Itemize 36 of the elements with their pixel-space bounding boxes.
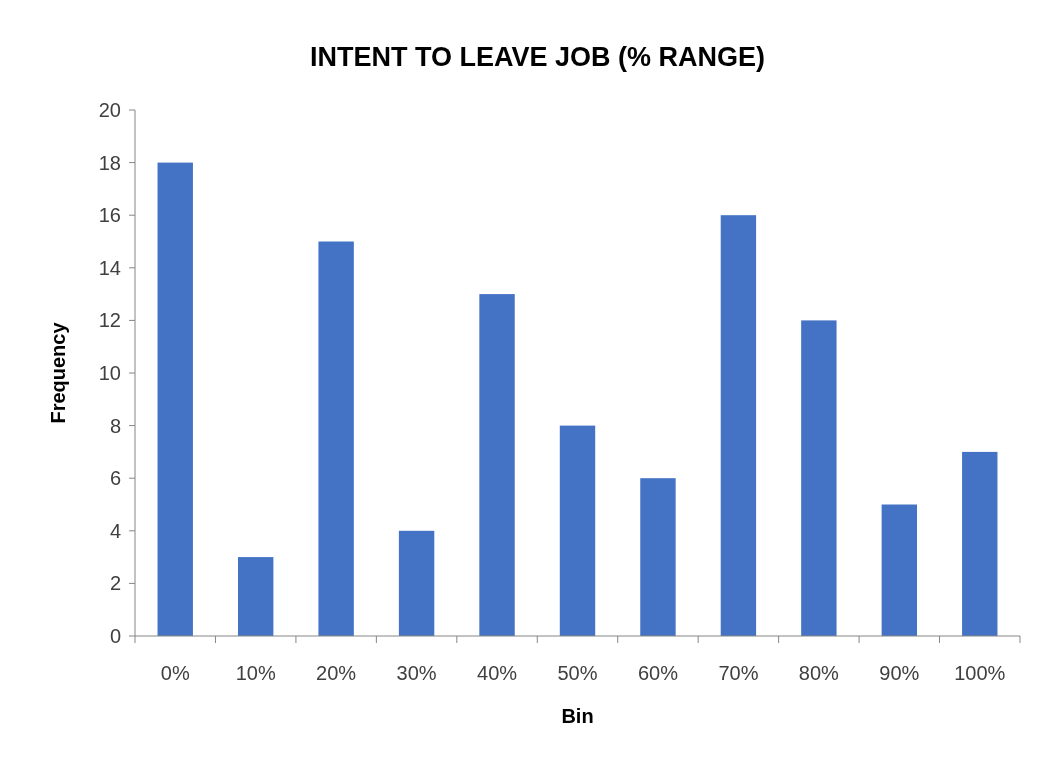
bar [801, 320, 837, 636]
y-tick-label: 20 [98, 99, 121, 121]
x-tick-label: 0% [160, 662, 190, 684]
x-tick-label: 70% [718, 662, 759, 684]
y-tick-label: 18 [98, 151, 121, 174]
bar [962, 451, 998, 636]
x-tick-label: 90% [879, 662, 920, 684]
y-tick-label: 8 [109, 414, 121, 437]
bar [640, 478, 676, 636]
y-tick-label: 6 [109, 467, 121, 490]
y-tick-label: 14 [98, 256, 121, 279]
bar [398, 530, 435, 636]
bar [479, 294, 515, 636]
bar [720, 215, 757, 636]
chart-title: INTENT TO LEAVE JOB (% RANGE) [309, 42, 766, 72]
y-tick-label: 10 [98, 362, 121, 384]
y-tick-label: 16 [98, 204, 121, 227]
x-tick-label: 80% [798, 662, 840, 684]
y-tick-label: 4 [109, 519, 121, 542]
bar [237, 557, 274, 636]
bar [881, 504, 918, 636]
y-tick-label: 12 [98, 309, 121, 332]
x-tick-label: 40% [477, 662, 518, 684]
y-tick-label: 2 [109, 572, 121, 595]
y-axis-title: Frequency [47, 321, 69, 424]
x-tick-label: 50% [557, 662, 598, 684]
y-tick-label: 0 [109, 625, 121, 647]
x-tick-label: 30% [396, 662, 437, 684]
x-tick-label: 10% [235, 662, 276, 684]
x-tick-label: 60% [637, 662, 679, 684]
x-tick-label: 20% [316, 662, 357, 684]
bar [318, 241, 354, 636]
x-tick-label: 100% [954, 662, 1006, 684]
x-axis-title: Bin [561, 705, 594, 727]
bar [559, 425, 596, 636]
bar [157, 162, 193, 636]
